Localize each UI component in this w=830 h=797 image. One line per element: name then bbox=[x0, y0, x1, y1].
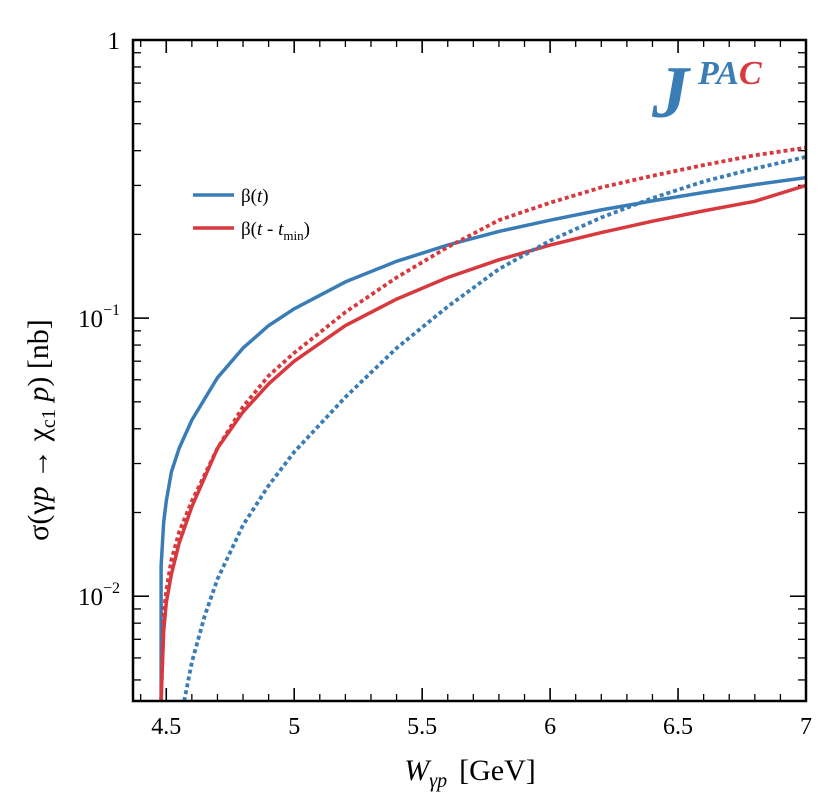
jpac-logo-j: J bbox=[651, 52, 691, 134]
x-tick-label: 6.5 bbox=[663, 714, 693, 740]
curves bbox=[159, 145, 806, 701]
legend-label-beta-t: β(t) bbox=[241, 186, 269, 207]
logo-letter-j: J bbox=[651, 52, 691, 134]
y-axis-p2: p bbox=[22, 387, 55, 410]
major-ticks bbox=[133, 39, 807, 701]
logo-letters-pa: PA bbox=[697, 55, 739, 92]
logo-letter-c: C bbox=[739, 55, 762, 92]
jpac-logo: J PAC bbox=[651, 52, 762, 134]
y-axis-suffix: ) [nb] bbox=[22, 319, 55, 386]
x-axis-label: Wγp [GeV] bbox=[404, 754, 536, 792]
plot-frame bbox=[131, 38, 808, 703]
minor-ticks bbox=[133, 40, 806, 701]
y-axis-label: σ(γp → χc1 p) [nb] bbox=[22, 319, 60, 541]
x-axis-var: W bbox=[404, 754, 432, 787]
y-tick-label: 10−1 bbox=[78, 302, 120, 333]
y-axis-prefix: σ(γ bbox=[22, 501, 55, 540]
x-tick-label: 5 bbox=[288, 714, 300, 740]
jpac-logo-pac: PAC bbox=[697, 55, 762, 92]
x-tick-label: 6 bbox=[544, 714, 556, 740]
legend: β(t) β(t - tmin) bbox=[193, 186, 310, 243]
y-tick-label: 1 bbox=[108, 28, 121, 55]
legend-label-beta-t-tmin: β(t - tmin) bbox=[241, 219, 310, 243]
x-tick-label: 5.5 bbox=[407, 714, 437, 740]
y-axis-sub: c1 bbox=[38, 409, 60, 428]
y-axis-arrow: → χ bbox=[22, 427, 55, 486]
x-axis-var-sub: γp bbox=[429, 770, 447, 792]
series-beta-t-dotted bbox=[182, 155, 806, 701]
y-axis-p1: p bbox=[22, 486, 55, 503]
series-beta-t-tmin-solid bbox=[159, 183, 806, 701]
y-tick-label: 10−2 bbox=[78, 580, 120, 611]
series-beta-t-solid bbox=[159, 175, 806, 701]
x-tick-label: 7 bbox=[800, 714, 812, 740]
y-tick-labels: 1 10−1 10−2 bbox=[78, 28, 120, 611]
x-tick-labels: 4.5 5 5.5 6 6.5 7 bbox=[151, 714, 812, 740]
x-axis-unit: [GeV] bbox=[459, 754, 536, 787]
x-tick-label: 4.5 bbox=[151, 714, 181, 740]
